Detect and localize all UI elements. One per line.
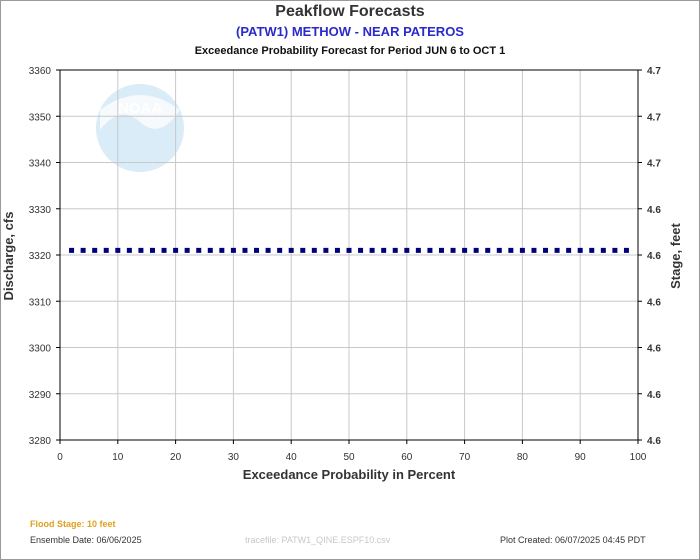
data-point [358, 247, 364, 253]
data-point [219, 247, 225, 253]
y-axis-label: Discharge, cfs [1, 212, 16, 301]
data-point [346, 247, 352, 253]
x-tick-label: 0 [57, 452, 63, 463]
y-tick-label: 3290 [29, 390, 52, 401]
data-point [577, 247, 583, 253]
data-point [404, 247, 410, 253]
data-point [196, 247, 202, 253]
y-tick-label: 3340 [29, 159, 52, 170]
y2-tick-label: 4.7 [647, 112, 661, 123]
x-tick-label: 80 [517, 452, 529, 463]
data-point [207, 247, 213, 253]
x-tick-label: 70 [459, 452, 471, 463]
data-point [242, 247, 248, 253]
y-tick-label: 3320 [29, 251, 52, 262]
x-tick-label: 30 [228, 452, 240, 463]
data-point [623, 247, 629, 253]
y2-tick-label: 4.7 [647, 66, 661, 77]
data-point [103, 247, 109, 253]
data-point [161, 247, 167, 253]
data-point [612, 247, 618, 253]
noaa-logo-text: NOAA [118, 100, 162, 117]
data-point [184, 247, 190, 253]
data-point [173, 247, 179, 253]
data-point [554, 247, 560, 253]
y2-tick-label: 4.6 [647, 436, 661, 447]
data-point [392, 247, 398, 253]
data-point [230, 247, 236, 253]
data-point [450, 247, 456, 253]
forecast-period: Exceedance Probability Forecast for Peri… [194, 45, 506, 57]
x-tick-label: 40 [286, 452, 298, 463]
data-point [300, 247, 306, 253]
y-tick-label: 3300 [29, 344, 52, 355]
data-point [415, 247, 421, 253]
y-axis-ticks: 3280 3290 3300 3310 3320 3330 3340 3350 3360 [29, 66, 60, 447]
noaa-logo-bird [100, 95, 180, 130]
y2-tick-label: 4.6 [647, 297, 661, 308]
x-tick-label: 20 [170, 452, 182, 463]
y-tick-label: 3280 [29, 436, 52, 447]
noaa-logo: NOAA [96, 84, 184, 172]
y2-tick-label: 4.6 [647, 251, 661, 262]
x-tick-label: 60 [401, 452, 413, 463]
x-tick-label: 100 [630, 452, 647, 463]
plot-created: Plot Created: 06/07/2025 04:45 PDT [500, 535, 646, 545]
data-point [277, 247, 283, 253]
x-axis-label: Exceedance Probability in Percent [243, 467, 456, 482]
data-point [381, 247, 387, 253]
data-point [508, 247, 514, 253]
data-point [334, 247, 340, 253]
data-point [600, 247, 606, 253]
data-point [311, 247, 317, 253]
data-point [126, 247, 132, 253]
data-point [519, 247, 525, 253]
data-point [288, 247, 294, 253]
data-point [92, 247, 98, 253]
y-tick-label: 3350 [29, 112, 52, 123]
y2-tick-label: 4.6 [647, 344, 661, 355]
data-point [69, 247, 75, 253]
data-point [473, 247, 479, 253]
data-point [496, 247, 502, 253]
tracefile-name: tracefile: PATW1_QINE.ESPF10.csv [245, 535, 391, 545]
data-point [80, 247, 86, 253]
data-point [462, 247, 468, 253]
data-point [115, 247, 121, 253]
y-tick-label: 3360 [29, 66, 52, 77]
data-point [265, 247, 271, 253]
y2-axis-ticks: 4.6 4.6 4.6 4.6 4.6 4.6 4.7 4.7 4.7 [638, 66, 661, 447]
x-tick-label: 10 [112, 452, 124, 463]
data-point [138, 247, 144, 253]
data-point [369, 247, 375, 253]
x-axis-ticks: 0 10 20 30 40 50 60 70 80 90 100 [57, 440, 647, 463]
y-tick-label: 3310 [29, 297, 52, 308]
data-point [543, 247, 549, 253]
ensemble-date: Ensemble Date: 06/06/2025 [30, 535, 142, 545]
data-point [485, 247, 491, 253]
x-tick-label: 90 [575, 452, 587, 463]
y-tick-label: 3330 [29, 205, 52, 216]
data-point [589, 247, 595, 253]
data-point [149, 247, 155, 253]
y2-tick-label: 4.7 [647, 159, 661, 170]
chart-title: Peakflow Forecasts [275, 3, 425, 20]
data-point [427, 247, 433, 253]
data-point [438, 247, 444, 253]
data-point [531, 247, 537, 253]
data-point [323, 247, 329, 253]
y2-axis-label: Stage, feet [668, 222, 683, 288]
data-point [254, 247, 260, 253]
data-point [566, 247, 572, 253]
y2-tick-label: 4.6 [647, 390, 661, 401]
flood-stage-note: Flood Stage: 10 feet [30, 519, 116, 529]
station-subtitle: (PATW1) METHOW - NEAR PATEROS [236, 24, 464, 39]
data-points [69, 247, 629, 253]
grid-lines [60, 70, 638, 440]
y2-tick-label: 4.6 [647, 205, 661, 216]
x-tick-label: 50 [343, 452, 355, 463]
